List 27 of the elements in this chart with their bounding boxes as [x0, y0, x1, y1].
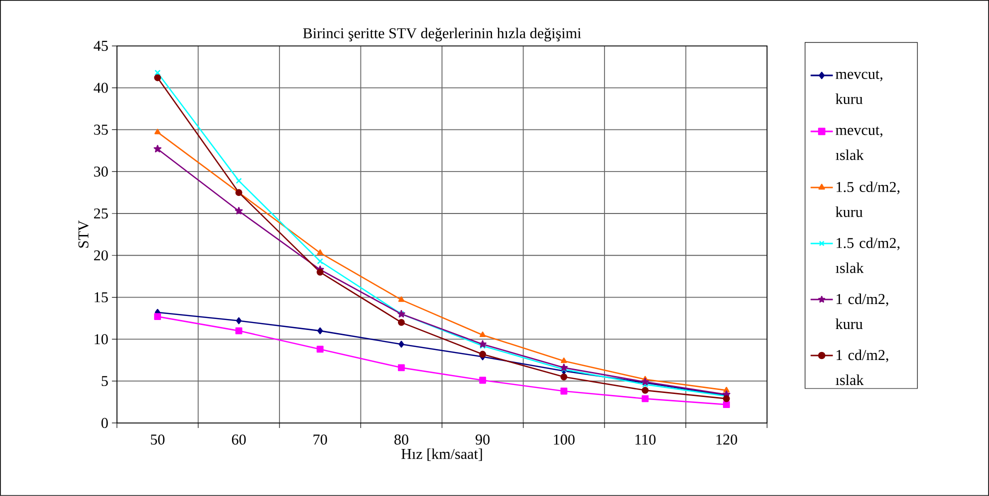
- x-tick-label: 110: [636, 434, 656, 445]
- legend-label: mevcut, ıslak: [836, 126, 882, 160]
- x-axis-title: Hız [km/saat]: [401, 448, 482, 461]
- x-tick-label: 90: [476, 434, 490, 445]
- chart-title: Birinci şeritte STV değerlerinin hızla değişimi: [303, 28, 582, 42]
- y-axis-title: STV: [78, 220, 89, 248]
- x-tick-label: 100: [554, 434, 575, 445]
- y-tick-label: 20: [94, 250, 108, 260]
- legend-label: 1 cd/m2, kuru: [836, 294, 888, 330]
- legend-label: 1 cd/m2, ıslak: [836, 350, 888, 386]
- y-tick-label: 10: [94, 334, 108, 344]
- y-tick-label: 25: [94, 208, 108, 219]
- legend-label: 1.5 cd/m2, ıslak: [836, 238, 900, 274]
- x-tick-label: 50: [150, 434, 164, 445]
- x-tick-label: 120: [716, 434, 738, 445]
- y-tick-label: 40: [94, 82, 108, 93]
- y-tick-label: 15: [94, 292, 108, 302]
- y-tick-label: 45: [94, 40, 108, 51]
- legend-label: 1.5 cd/m2, kuru: [836, 182, 900, 218]
- y-tick-label: 5: [102, 376, 108, 386]
- y-tick-label: 30: [94, 166, 108, 177]
- y-tick-label: 0: [101, 418, 108, 428]
- x-tick-label: 70: [314, 434, 328, 445]
- x-tick-label: 60: [232, 434, 246, 445]
- y-tick-label: 35: [94, 124, 108, 135]
- x-tick-label: 80: [394, 434, 408, 445]
- legend-label: mevcut, kuru: [836, 70, 882, 104]
